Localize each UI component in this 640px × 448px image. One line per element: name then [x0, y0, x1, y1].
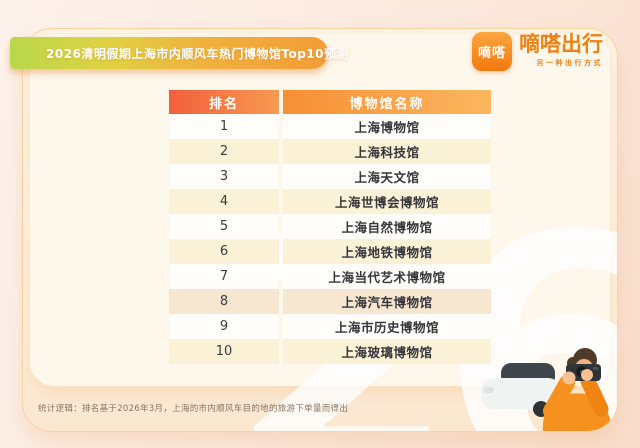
dida-logo-text: 嘀嗒: [477, 46, 506, 61]
table-row: 8 上海汽车博物馆: [169, 289, 491, 314]
table-row: 7 上海当代艺术博物馆: [169, 264, 491, 289]
dida-logo-icon: 嘀嗒: [472, 32, 512, 71]
traveler-car-illustration: [481, 348, 612, 431]
museum-name-cell: 上海世博会博物馆: [283, 189, 491, 214]
table-row: 10 上海玻璃博物馆: [169, 339, 491, 364]
rank-cell: 3: [169, 164, 279, 189]
museum-name-cell: 上海当代艺术博物馆: [283, 264, 491, 289]
rank-cell: 8: [169, 289, 279, 314]
rank-cell: 2: [169, 139, 279, 164]
stats-footnote: 统计逻辑：排名基于2026年3月，上海的市内顺风车目的地的旅游下单量而得出: [38, 404, 349, 414]
table-row: 9 上海市历史博物馆: [169, 314, 491, 339]
poster-title: 2026清明假期上海市内顺风车热门博物馆Top10预测: [46, 46, 350, 61]
rank-cell: 5: [169, 214, 279, 239]
rank-cell: 4: [169, 189, 279, 214]
rank-cell: 6: [169, 239, 279, 264]
rank-cell: 9: [169, 314, 279, 339]
table-row: 2 上海科技馆: [169, 139, 491, 164]
table-row: 4 上海世博会博物馆: [169, 189, 491, 214]
brand-name: 嘀嗒出行: [519, 32, 603, 56]
brand-text-block: 嘀嗒出行 另一种出行方式: [519, 32, 603, 68]
brand-logo: 嘀嗒 嘀嗒出行 另一种出行方式: [472, 32, 603, 71]
title-banner: 2026清明假期上海市内顺风车热门博物馆Top10预测: [10, 37, 349, 69]
table-header-row: 排名 博物馆名称: [169, 90, 491, 114]
table-row: 6 上海地铁博物馆: [169, 239, 491, 264]
museum-name-cell: 上海市历史博物馆: [283, 314, 491, 339]
table-row: 5 上海自然博物馆: [169, 214, 491, 239]
museum-name-cell: 上海地铁博物馆: [283, 239, 491, 264]
museum-name-cell: 上海玻璃博物馆: [283, 339, 491, 364]
poster-card: 2 6 排名 博物馆名称 1上海博物馆2上海科技馆3上海天文馆4上海世博会博物馆5…: [22, 28, 618, 432]
museum-name-cell: 上海博物馆: [283, 114, 491, 139]
brand-tagline: 另一种出行方式: [536, 59, 603, 68]
rank-column-header: 排名: [169, 90, 279, 114]
table-row: 3 上海天文馆: [169, 164, 491, 189]
photographer-figure: [542, 348, 612, 431]
rank-cell: 7: [169, 264, 279, 289]
ranking-table: 排名 博物馆名称 1 上海博物馆 2 上海科技馆 3 上海天文馆 4 上海世博会博物馆 5 上海自…: [169, 90, 491, 364]
museum-name-cell: 上海天文馆: [283, 164, 491, 189]
museum-name-cell: 上海科技馆: [283, 139, 491, 164]
rank-cell: 1: [169, 114, 279, 139]
table-row: 1 上海博物馆: [169, 114, 491, 139]
table-body: 1 上海博物馆 2 上海科技馆 3 上海天文馆 4 上海世博会博物馆 5 上海自然博物馆 6 上海地铁…: [169, 114, 491, 364]
rank-cell: 10: [169, 339, 279, 364]
museum-column-header: 博物馆名称: [283, 90, 491, 114]
museum-name-cell: 上海汽车博物馆: [283, 289, 491, 314]
museum-name-cell: 上海自然博物馆: [283, 214, 491, 239]
